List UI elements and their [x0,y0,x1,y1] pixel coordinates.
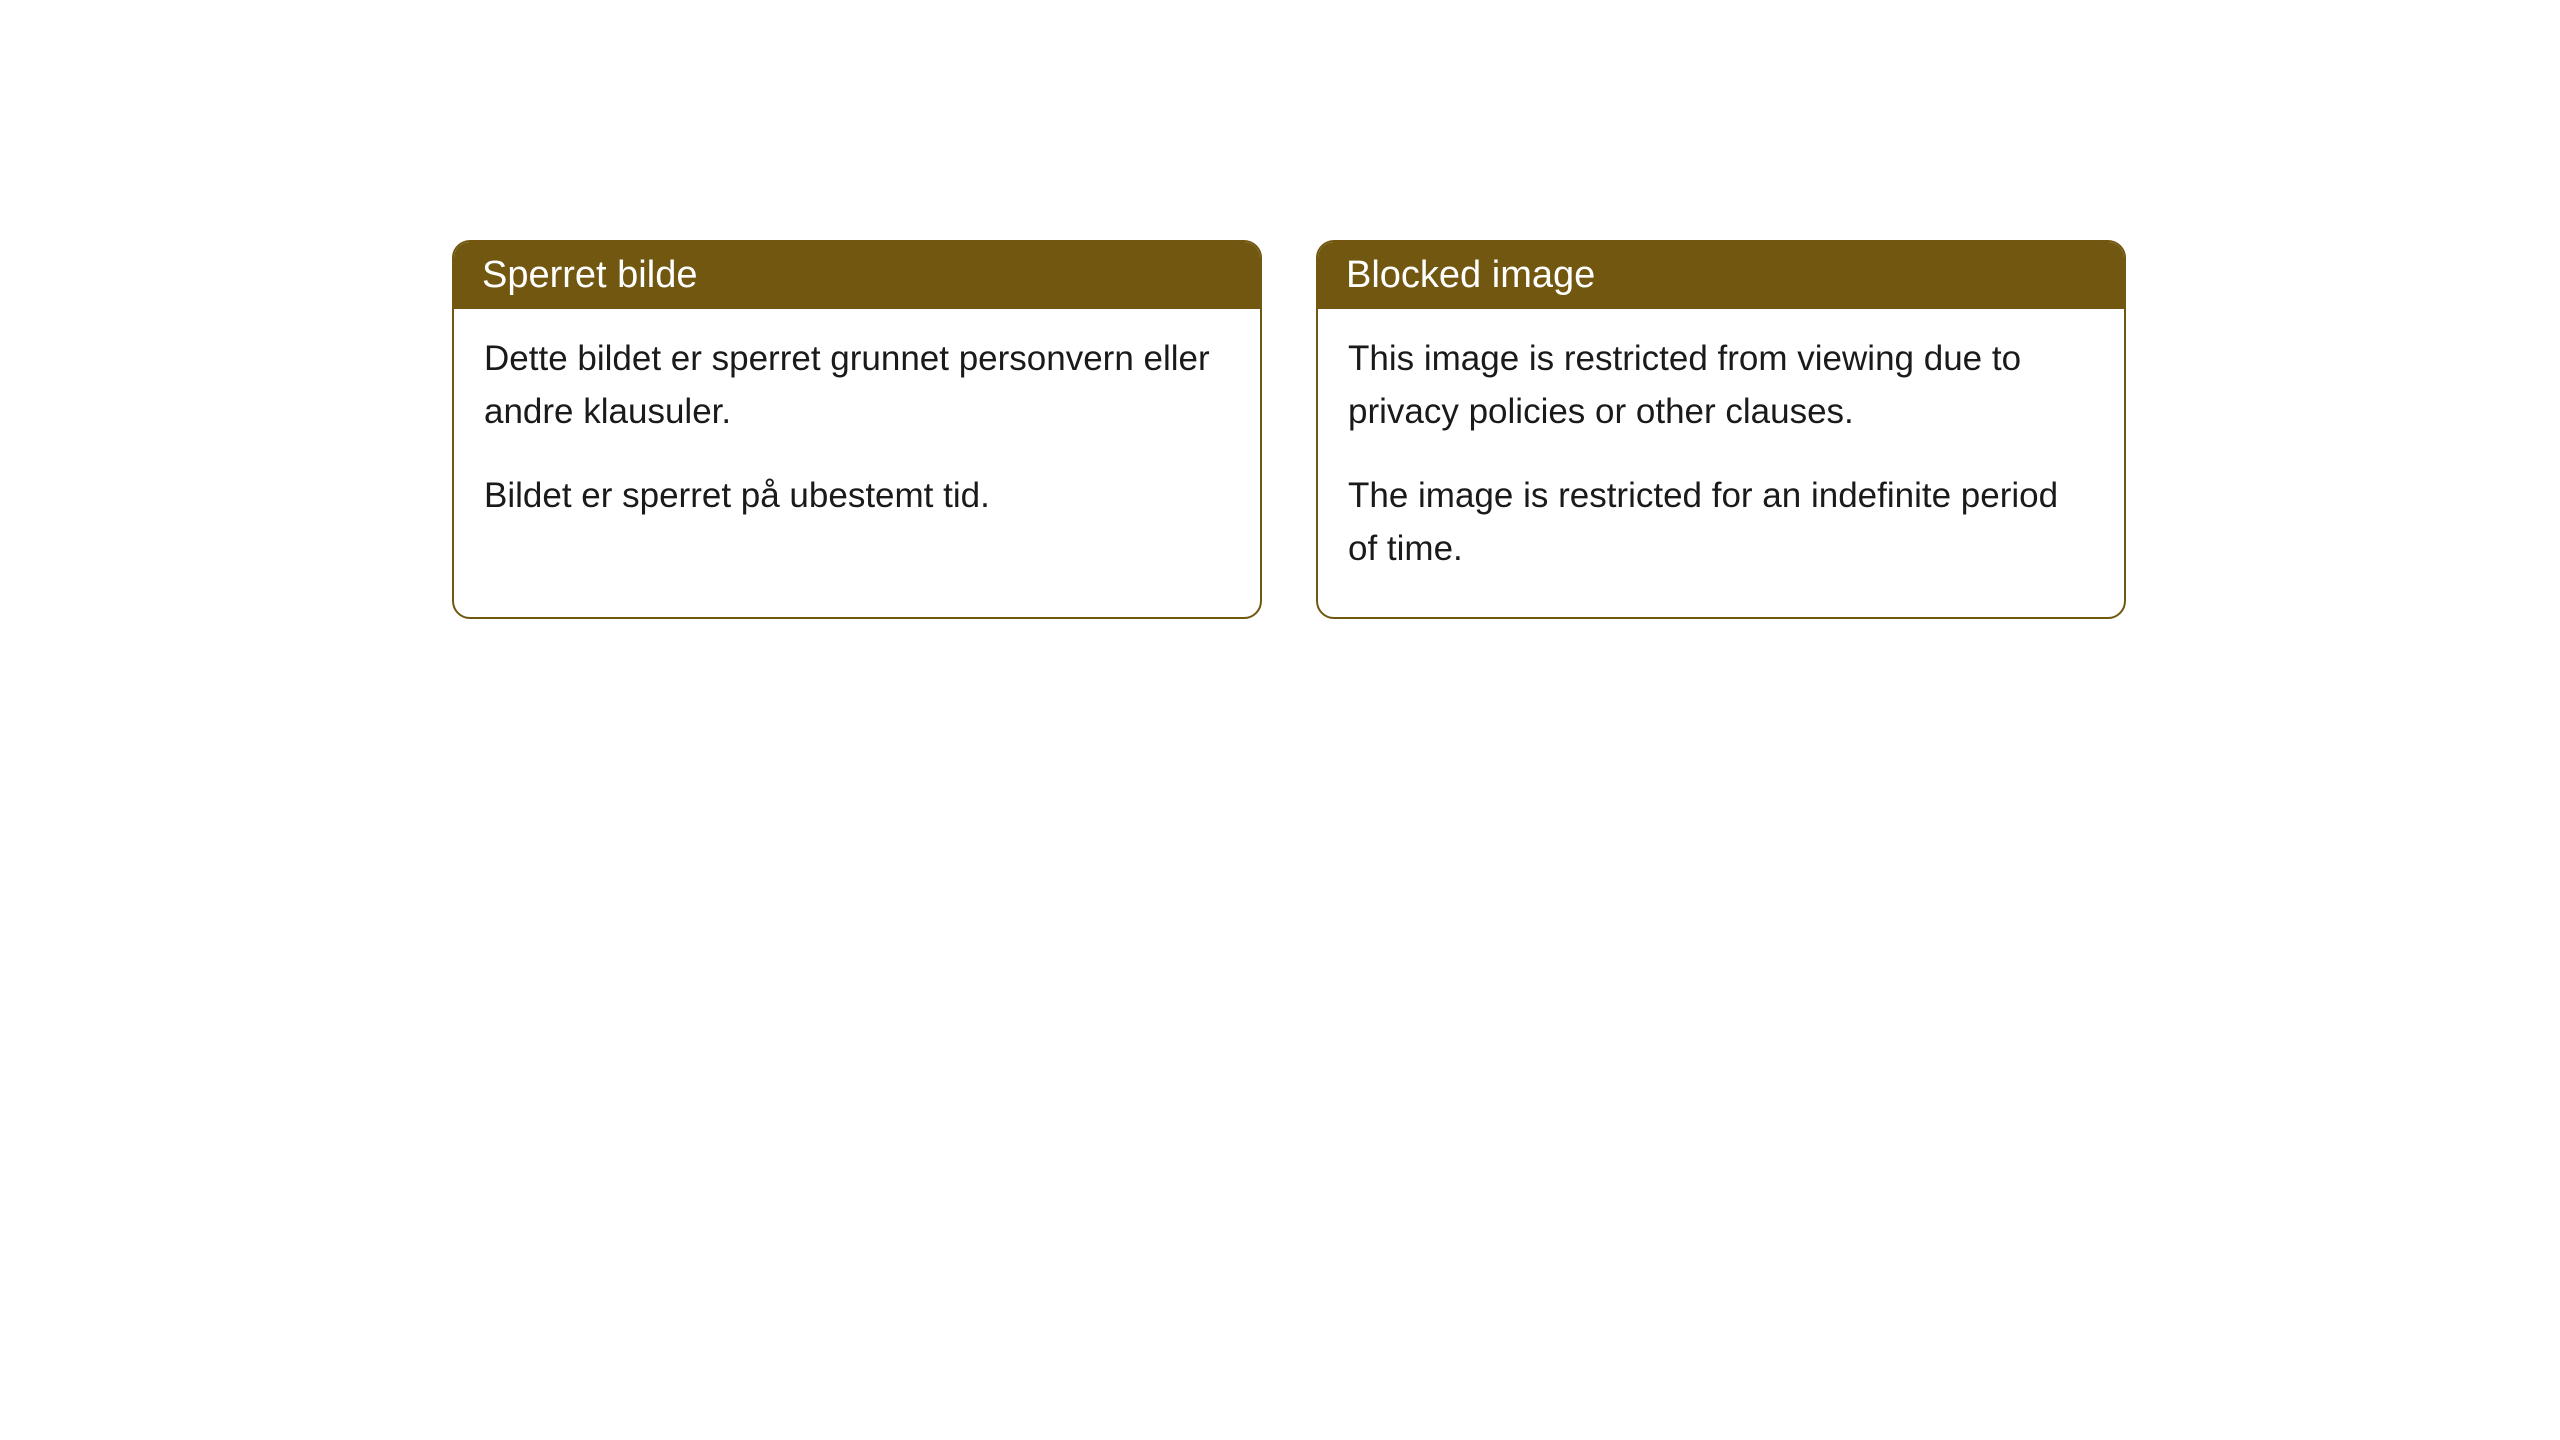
card-body: This image is restricted from viewing du… [1318,309,2124,617]
card-paragraph: Bildet er sperret på ubestemt tid. [484,470,1230,523]
card-paragraph: The image is restricted for an indefinit… [1348,470,2094,575]
blocked-image-card-english: Blocked image This image is restricted f… [1316,240,2126,619]
card-body: Dette bildet er sperret grunnet personve… [454,309,1260,565]
card-paragraph: This image is restricted from viewing du… [1348,333,2094,438]
notice-cards-container: Sperret bilde Dette bildet er sperret gr… [452,240,2126,619]
card-header: Blocked image [1318,242,2124,309]
card-title: Blocked image [1346,254,1595,296]
card-paragraph: Dette bildet er sperret grunnet personve… [484,333,1230,438]
blocked-image-card-norwegian: Sperret bilde Dette bildet er sperret gr… [452,240,1262,619]
card-header: Sperret bilde [454,242,1260,309]
card-title: Sperret bilde [482,254,697,296]
